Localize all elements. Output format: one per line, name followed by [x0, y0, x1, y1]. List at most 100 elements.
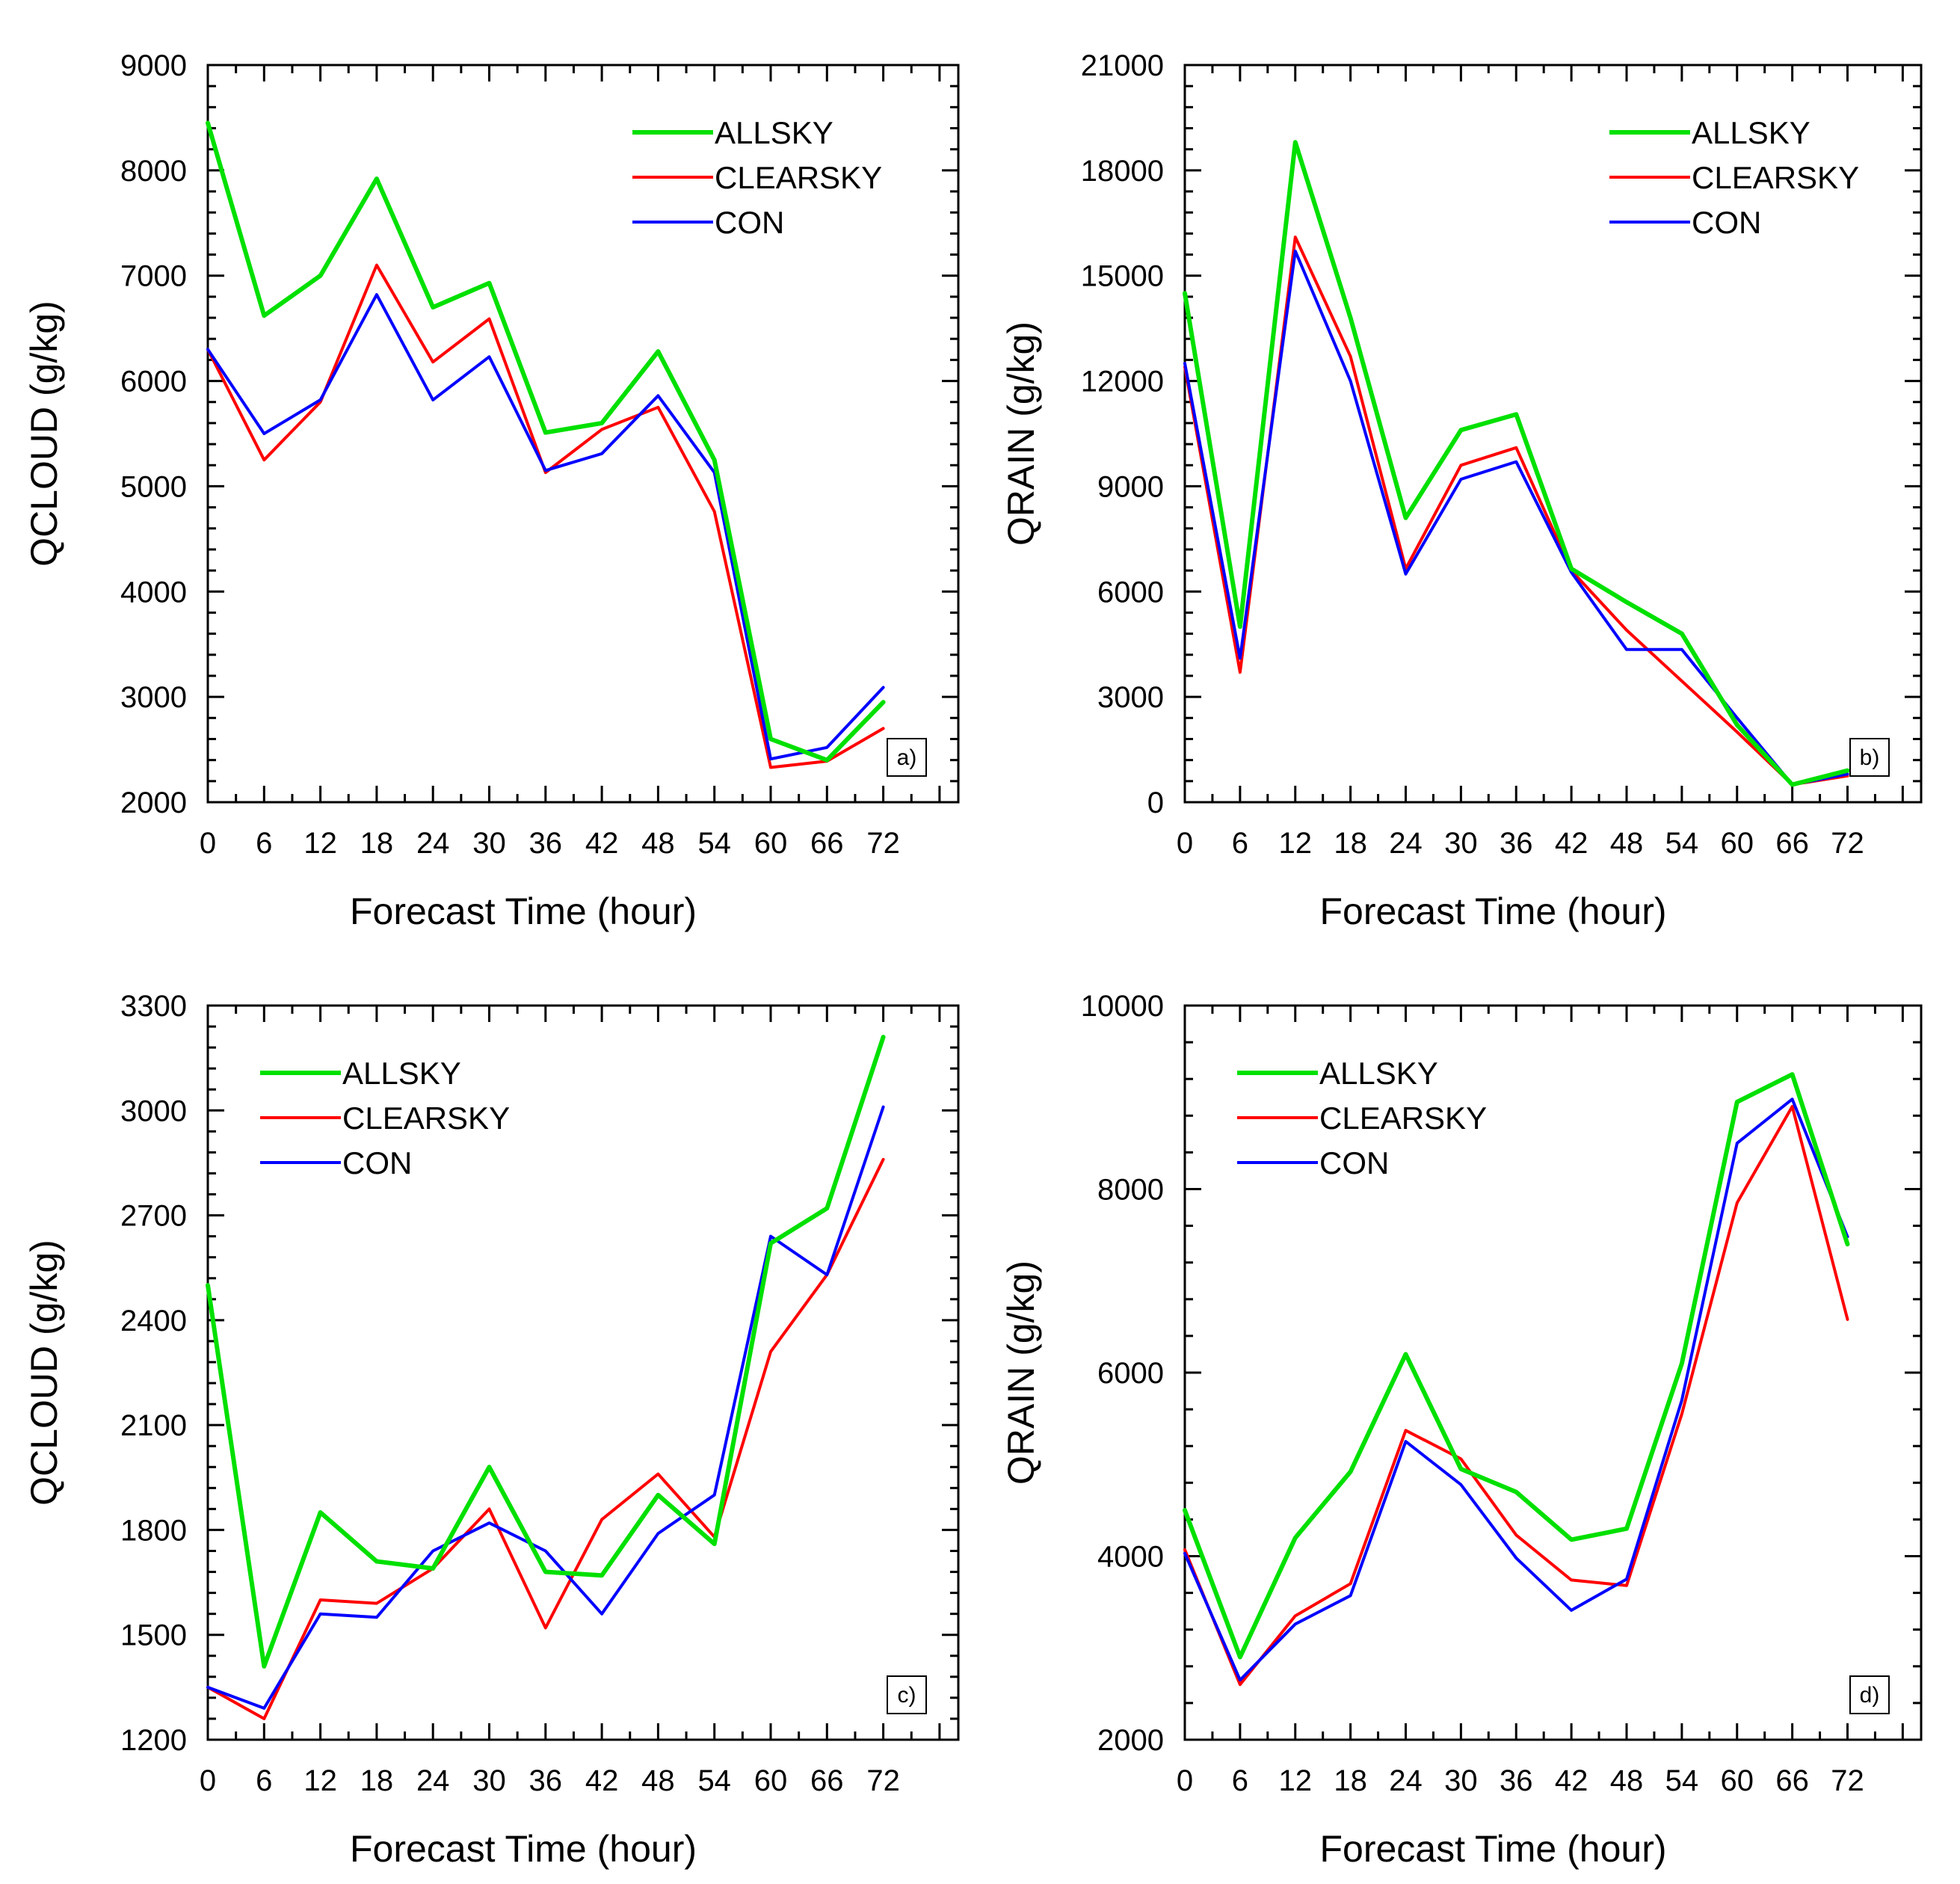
x-tick-label: 42	[585, 827, 619, 860]
x-tick-label: 72	[866, 827, 900, 860]
x-tick-label: 6	[256, 1764, 272, 1797]
chart-panel-d: 0 6 12 18 24 30 36 42 48 54 60 66 72 2000 4000 6000 8000…	[1000, 990, 1923, 1870]
x-axis-title: Forecast Time (hour)	[350, 890, 697, 932]
plot-frame	[206, 64, 960, 804]
x-tick-label: 72	[1831, 827, 1864, 860]
x-tick-label: 18	[1334, 827, 1367, 860]
x-tick-label: 24	[416, 1764, 450, 1797]
x-tick-label: 24	[1389, 827, 1423, 860]
legend-label-clearsky: CLEARSKY	[342, 1100, 510, 1136]
y-tick-label: 1800	[120, 1514, 187, 1547]
x-tick-label: 12	[1279, 827, 1313, 860]
x-tick-label: 60	[1721, 1764, 1754, 1797]
x-tick-label: 6	[1232, 827, 1248, 860]
x-tick-label: 36	[1500, 1764, 1533, 1797]
legend-label-allsky: ALLSKY	[1319, 1056, 1438, 1091]
legend-label-con: CON	[715, 205, 784, 240]
x-tick-label: 36	[1500, 827, 1533, 860]
x-tick-label: 12	[303, 827, 337, 860]
x-tick-label: 66	[810, 1764, 844, 1797]
x-tick-label: 48	[1610, 827, 1644, 860]
x-tick-label: 24	[1389, 1764, 1423, 1797]
panel-label-box	[1849, 738, 1890, 777]
series-line-con	[1183, 1098, 1849, 1682]
x-tick-label: 36	[529, 1764, 563, 1797]
x-tick-label: 60	[754, 827, 788, 860]
x-tick-label: 66	[1775, 1764, 1809, 1797]
y-tick-label: 5000	[120, 470, 187, 503]
legend-label-clearsky: CLEARSKY	[1319, 1100, 1487, 1136]
y-tick-label: 10000	[1081, 990, 1164, 1023]
y-tick-label: 8000	[120, 155, 187, 188]
y-tick-label: 15000	[1081, 260, 1164, 293]
panel-label-box	[1849, 1675, 1890, 1714]
x-tick-label: 18	[360, 827, 394, 860]
x-tick-label: 12	[303, 1764, 337, 1797]
x-tick-label: 66	[1775, 827, 1809, 860]
y-tick-label: 12000	[1081, 366, 1164, 398]
x-tick-label: 42	[585, 1764, 619, 1797]
series-line-allsky	[1183, 1072, 1850, 1660]
legend-label-con: CON	[342, 1145, 412, 1180]
panel-label: c)	[898, 1683, 916, 1708]
series-line-clearsky	[206, 263, 885, 769]
x-tick-label: 36	[529, 827, 563, 860]
y-tick-label: 1200	[120, 1724, 187, 1757]
x-tick-label: 18	[360, 1764, 394, 1797]
series-line-clearsky	[1183, 236, 1849, 786]
y-tick-label: 7000	[120, 260, 187, 293]
y-tick-label: 3000	[1097, 681, 1164, 714]
x-axis-title: Forecast Time (hour)	[1319, 890, 1666, 932]
x-tick-label: 54	[697, 1764, 731, 1797]
y-axis-title: QRAIN (g/kg)	[1000, 321, 1042, 546]
legend-label-allsky: ALLSKY	[1692, 115, 1810, 150]
x-tick-label: 18	[1334, 1764, 1367, 1797]
y-tick-label: 21000	[1081, 49, 1164, 82]
series-line-con	[206, 1105, 885, 1710]
plot-frame	[206, 1004, 960, 1741]
x-tick-label: 30	[1444, 1764, 1478, 1797]
x-tick-label: 30	[1444, 827, 1478, 860]
y-axis-title: QRAIN (g/kg)	[1000, 1260, 1042, 1485]
series-line-con	[1183, 249, 1849, 786]
y-tick-label: 2000	[1097, 1724, 1164, 1757]
y-tick-label: 2100	[120, 1409, 187, 1442]
y-axis-title: QCLOUD (g/kg)	[23, 1240, 65, 1506]
y-tick-label: 2400	[120, 1305, 187, 1337]
y-tick-label: 9000	[120, 49, 187, 82]
y-tick-label: 3000	[120, 1095, 187, 1127]
x-tick-label: 0	[1177, 1764, 1193, 1797]
plot-frame	[1183, 64, 1923, 804]
y-tick-label: 9000	[1097, 470, 1164, 503]
y-tick-label: 2000	[120, 786, 187, 819]
y-tick-label: 8000	[1097, 1174, 1164, 1207]
legend-label-allsky: ALLSKY	[342, 1056, 461, 1091]
x-tick-label: 48	[641, 827, 675, 860]
y-tick-label: 6000	[1097, 1357, 1164, 1390]
x-tick-label: 54	[1665, 1764, 1699, 1797]
x-tick-label: 6	[1232, 1764, 1248, 1797]
panel-label: a)	[897, 745, 917, 770]
x-tick-label: 54	[1665, 827, 1699, 860]
x-tick-label: 72	[1831, 1764, 1864, 1797]
panel-label-box	[887, 738, 927, 777]
x-tick-label: 24	[416, 827, 450, 860]
y-tick-label: 3000	[120, 681, 187, 714]
x-tick-label: 60	[1721, 827, 1754, 860]
chart-panel-b: 0 6 12 18 24 30 36 42 48 54 60 66 72 0 3000 6000 9000 120…	[1000, 49, 1923, 932]
y-tick-label: 4000	[1097, 1541, 1164, 1574]
x-tick-label: 0	[1177, 827, 1193, 860]
legend-label-con: CON	[1692, 205, 1761, 240]
x-tick-label: 30	[472, 827, 506, 860]
y-tick-label: 6000	[1097, 576, 1164, 609]
x-axis-title: Forecast Time (hour)	[1319, 1828, 1666, 1870]
panel-label-box	[887, 1675, 927, 1714]
series-line-con	[206, 293, 885, 761]
x-tick-label: 6	[256, 827, 272, 860]
legend-label-allsky: ALLSKY	[715, 115, 833, 150]
y-tick-label: 1500	[120, 1619, 187, 1652]
y-tick-label: 18000	[1081, 155, 1164, 188]
series-line-clearsky	[1183, 1105, 1849, 1687]
